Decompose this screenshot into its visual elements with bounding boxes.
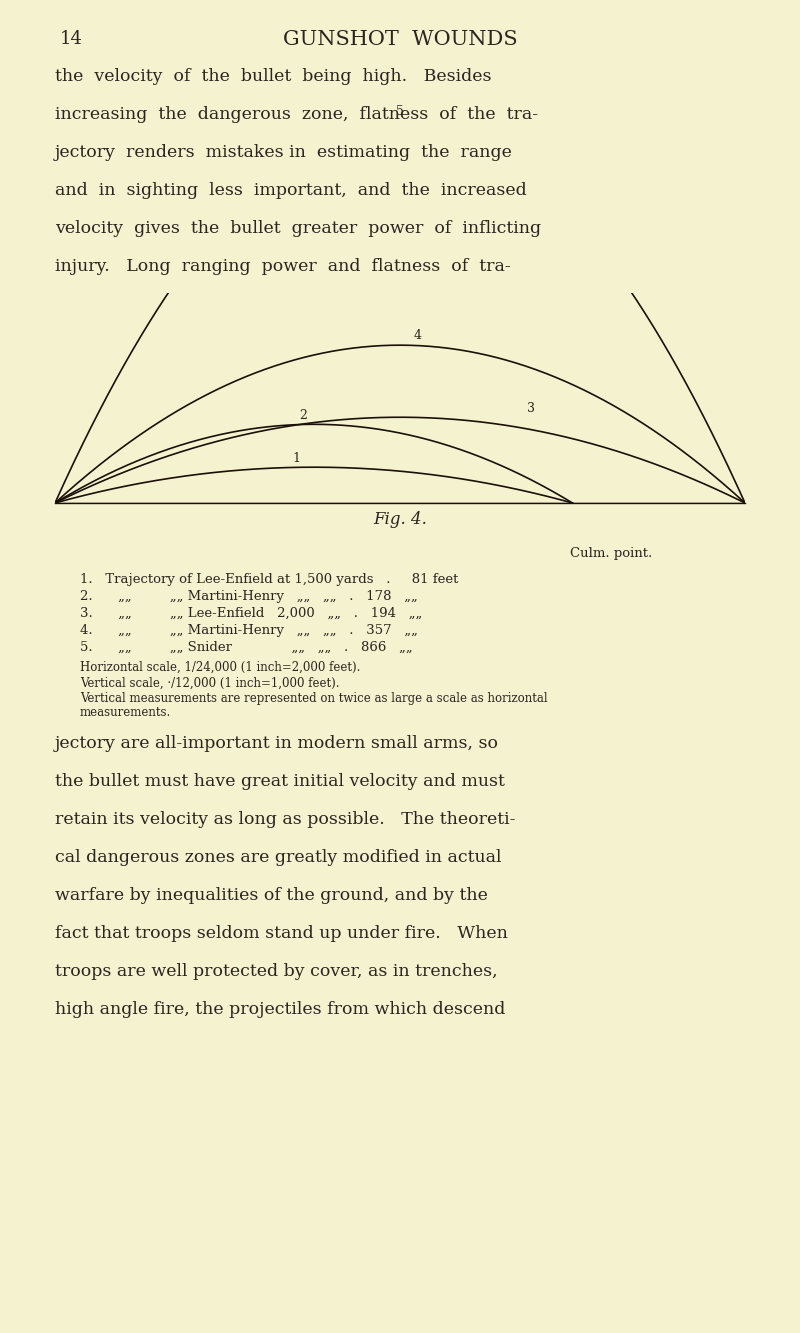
Text: injury.   Long  ranging  power  and  flatness  of  tra-: injury. Long ranging power and flatness … bbox=[55, 259, 510, 275]
Text: 5: 5 bbox=[396, 105, 404, 117]
Text: 1: 1 bbox=[293, 452, 301, 464]
Text: Horizontal scale, 1/24,000 (1 inch=2,000 feet).: Horizontal scale, 1/24,000 (1 inch=2,000… bbox=[80, 661, 360, 674]
Text: 3: 3 bbox=[527, 401, 535, 415]
Text: Vertical measurements are represented on twice as large a scale as horizontal: Vertical measurements are represented on… bbox=[80, 692, 548, 705]
Text: retain its velocity as long as possible.   The theoreti-: retain its velocity as long as possible.… bbox=[55, 810, 515, 828]
Text: jectory are all-important in modern small arms, so: jectory are all-important in modern smal… bbox=[55, 734, 499, 752]
Text: 14: 14 bbox=[60, 31, 83, 48]
Text: Fig. 4.: Fig. 4. bbox=[373, 511, 427, 528]
Text: the  velocity  of  the  bullet  being  high.   Besides: the velocity of the bullet being high. B… bbox=[55, 68, 491, 85]
Text: troops are well protected by cover, as in trenches,: troops are well protected by cover, as i… bbox=[55, 962, 498, 980]
Text: velocity  gives  the  bullet  greater  power  of  inflicting: velocity gives the bullet greater power … bbox=[55, 220, 541, 237]
Text: the bullet must have great initial velocity and must: the bullet must have great initial veloc… bbox=[55, 773, 505, 790]
Text: 2: 2 bbox=[299, 409, 307, 421]
Text: cal dangerous zones are greatly modified in actual: cal dangerous zones are greatly modified… bbox=[55, 849, 502, 866]
Text: 2.      „„         „„ Martini-Henry   „„   „„   .   178   „„: 2. „„ „„ Martini-Henry „„ „„ . 178 „„ bbox=[80, 591, 418, 603]
Text: warfare by inequalities of the ground, and by the: warfare by inequalities of the ground, a… bbox=[55, 886, 488, 904]
Text: increasing  the  dangerous  zone,  flatness  of  the  tra-: increasing the dangerous zone, flatness … bbox=[55, 107, 538, 123]
Text: 4: 4 bbox=[414, 329, 422, 343]
Text: Vertical scale, ·/12,000 (1 inch=1,000 feet).: Vertical scale, ·/12,000 (1 inch=1,000 f… bbox=[80, 677, 339, 690]
Text: GUNSHOT  WOUNDS: GUNSHOT WOUNDS bbox=[282, 31, 518, 49]
Text: 4.      „„         „„ Martini-Henry   „„   „„   .   357   „„: 4. „„ „„ Martini-Henry „„ „„ . 357 „„ bbox=[80, 624, 418, 637]
Text: 1.   Trajectory of Lee-Enfield at 1,500 yards   .     81 feet: 1. Trajectory of Lee-Enfield at 1,500 ya… bbox=[80, 573, 458, 587]
Text: 3.      „„         „„ Lee-Enfield   2,000   „„   .   194   „„: 3. „„ „„ Lee-Enfield 2,000 „„ . 194 „„ bbox=[80, 607, 422, 620]
Text: measurements.: measurements. bbox=[80, 706, 171, 718]
Text: high angle fire, the projectiles from which descend: high angle fire, the projectiles from wh… bbox=[55, 1001, 506, 1018]
Text: and  in  sighting  less  important,  and  the  increased: and in sighting less important, and the … bbox=[55, 183, 526, 199]
Text: jectory  renders  mistakes in  estimating  the  range: jectory renders mistakes in estimating t… bbox=[55, 144, 513, 161]
Text: Culm. point.: Culm. point. bbox=[570, 547, 652, 560]
Text: fact that troops seldom stand up under fire.   When: fact that troops seldom stand up under f… bbox=[55, 925, 508, 942]
Text: 5.      „„         „„ Snider              „„   „„   .   866   „„: 5. „„ „„ Snider „„ „„ . 866 „„ bbox=[80, 641, 413, 655]
